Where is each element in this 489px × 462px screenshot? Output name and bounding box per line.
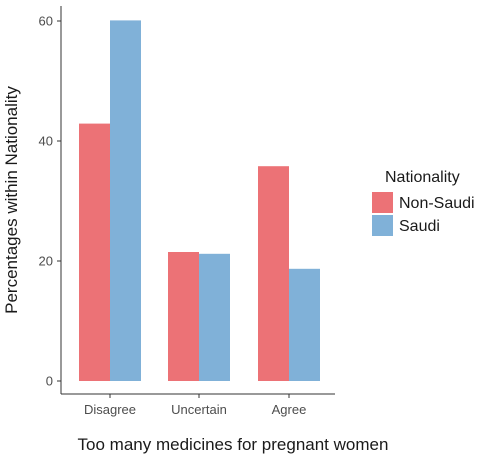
bar-saudi-agree: [289, 268, 320, 381]
y-tick-label: 40: [39, 134, 53, 149]
legend: Nationality Non-Saudi Saudi: [372, 169, 475, 236]
legend-label: Non-Saudi: [399, 195, 475, 212]
bar-saudi-uncertain: [199, 253, 230, 381]
y-axis-title: Percentages within Nationality: [2, 86, 21, 314]
bar-non-saudi-uncertain: [168, 252, 199, 381]
bars-group: [79, 20, 320, 382]
y-tick-label: 60: [39, 14, 53, 29]
x-tick-label: Disagree: [84, 402, 136, 417]
legend-title: Nationality: [385, 169, 460, 186]
y-tick-label: 0: [46, 374, 53, 389]
legend-swatch: [372, 192, 393, 213]
legend-swatch: [372, 215, 393, 236]
x-tick-label: Uncertain: [171, 402, 227, 417]
x-ticks-group: Disagree Uncertain Agree: [84, 394, 306, 417]
x-axis-title: Too many medicines for pregnant women: [78, 435, 389, 454]
bar-saudi-disagree: [110, 20, 141, 382]
x-tick-label: Agree: [272, 402, 307, 417]
bar-non-saudi-disagree: [79, 123, 110, 381]
y-tick-label: 20: [39, 254, 53, 269]
legend-label: Saudi: [399, 218, 440, 235]
bar-non-saudi-agree: [258, 166, 289, 381]
y-ticks-group: 0 20 40 60: [39, 14, 61, 389]
